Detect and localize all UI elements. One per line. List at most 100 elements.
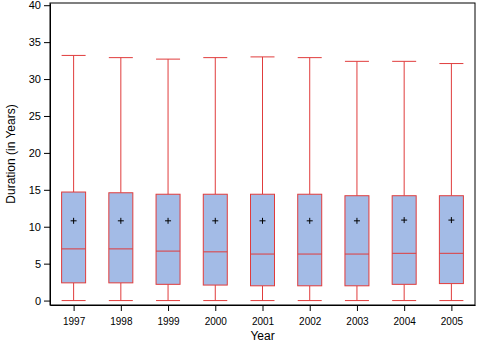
box-group — [62, 55, 86, 300]
mean-marker — [401, 217, 407, 223]
box-group — [439, 64, 463, 301]
x-tick: 2003 — [346, 305, 369, 327]
whisker-upper — [404, 61, 405, 195]
y-tick: 5 — [35, 258, 50, 270]
mean-marker — [448, 217, 454, 223]
x-tick-label: 2004 — [394, 316, 417, 327]
x-tick-mark — [121, 305, 122, 311]
median-line — [345, 254, 369, 255]
whisker-cap-lower — [251, 300, 275, 301]
x-tick-mark — [404, 305, 405, 311]
x-tick-mark — [168, 305, 169, 311]
box-group — [345, 61, 369, 300]
y-tick: 30 — [29, 73, 50, 85]
box — [203, 194, 227, 285]
median-line — [156, 251, 180, 252]
x-tick-label: 1997 — [63, 316, 86, 327]
median-line — [109, 248, 133, 249]
y-tick-mark — [44, 5, 50, 6]
x-tick-mark — [74, 305, 75, 311]
x-tick: 2002 — [299, 305, 322, 327]
mean-marker — [212, 218, 218, 224]
y-tick: 40 — [29, 0, 50, 11]
x-tick: 1999 — [157, 305, 180, 327]
median-line — [439, 253, 463, 254]
median-line — [251, 254, 275, 255]
x-tick: 2001 — [252, 305, 275, 327]
y-tick: 25 — [29, 110, 50, 122]
mean-marker — [118, 218, 124, 224]
median-line — [392, 253, 416, 254]
whisker-cap-upper — [62, 55, 86, 56]
whisker-cap-upper — [345, 61, 369, 62]
y-axis: 0510152025303540 — [29, 0, 51, 307]
y-axis-line — [50, 4, 51, 306]
x-axis: 1997 1998 1999 2000 2001 2002 2003 2004 2005 — [51, 305, 476, 327]
box — [62, 192, 86, 283]
y-tick-label: 10 — [29, 221, 41, 233]
chart-container: 0510152025303540199719981999200020012002… — [0, 0, 482, 346]
whisker-cap-lower — [392, 300, 416, 301]
box — [298, 194, 322, 286]
median-line — [62, 248, 86, 249]
box-group — [251, 57, 275, 301]
x-tick: 1998 — [110, 305, 133, 327]
y-tick-label: 30 — [29, 73, 41, 85]
y-tick-label: 25 — [29, 110, 41, 122]
y-tick-mark — [44, 116, 50, 117]
x-tick-label: 1999 — [157, 316, 180, 327]
x-tick-mark — [215, 305, 216, 311]
whisker-cap-upper — [156, 59, 180, 60]
y-tick-label: 35 — [29, 36, 41, 48]
whisker-cap-upper — [439, 63, 463, 64]
box — [251, 194, 275, 286]
y-tick-mark — [44, 190, 50, 191]
whisker-cap-upper — [392, 61, 416, 62]
whisker-cap-upper — [298, 57, 322, 58]
x-tick: 1997 — [63, 305, 86, 327]
y-tick: 20 — [29, 147, 50, 159]
box — [109, 193, 133, 283]
x-tick-label: 1998 — [110, 316, 133, 327]
mean-marker — [71, 218, 77, 224]
x-tick-mark — [357, 305, 358, 311]
whisker-cap-upper — [203, 57, 227, 58]
box-group — [203, 58, 227, 301]
plot: 0510152025303540199719981999200020012002… — [29, 0, 476, 327]
mean-marker — [307, 218, 313, 224]
whisker-cap-lower — [298, 300, 322, 301]
box-group — [392, 61, 416, 300]
mean-marker — [165, 218, 171, 224]
whisker-lower — [451, 284, 452, 301]
x-tick-mark — [451, 305, 452, 311]
y-tick-label: 40 — [29, 0, 41, 11]
whisker-upper — [120, 58, 121, 193]
whisker-cap-upper — [109, 57, 133, 58]
whisker-lower — [404, 284, 405, 300]
x-tick-label: 2002 — [299, 316, 322, 327]
y-tick-mark — [44, 301, 50, 302]
x-tick: 2000 — [205, 305, 228, 327]
whisker-cap-lower — [439, 300, 463, 301]
y-tick: 15 — [29, 184, 50, 196]
box — [392, 196, 416, 285]
boxes — [62, 55, 464, 300]
y-tick: 10 — [29, 221, 50, 233]
y-tick-mark — [44, 42, 50, 43]
whisker-lower — [262, 286, 263, 301]
whisker-upper — [168, 59, 169, 194]
x-tick-mark — [310, 305, 311, 311]
mean-marker — [260, 218, 266, 224]
whisker-upper — [451, 64, 452, 196]
x-tick-label: 2003 — [346, 316, 369, 327]
y-tick-label: 20 — [29, 147, 41, 159]
whisker-lower — [168, 284, 169, 300]
box-group — [156, 59, 180, 300]
y-tick-label: 15 — [29, 184, 41, 196]
x-axis-title: Year — [250, 329, 274, 343]
x-tick: 2005 — [441, 305, 464, 327]
whisker-upper — [262, 57, 263, 194]
x-tick: 2004 — [394, 305, 417, 327]
whisker-upper — [309, 58, 310, 195]
box-group — [109, 58, 133, 301]
